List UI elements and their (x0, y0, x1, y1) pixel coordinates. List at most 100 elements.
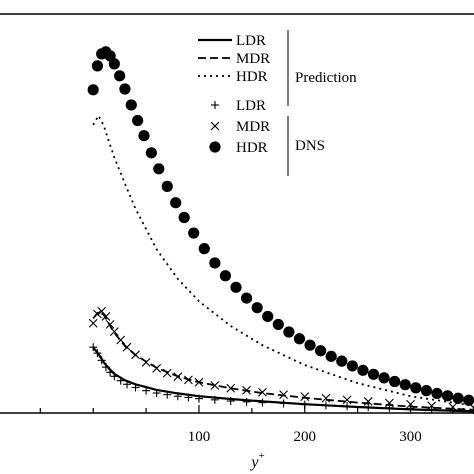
legend-item-prediction-mdr: MDR (198, 51, 270, 67)
data-point (321, 393, 331, 403)
legend: LDR MDR HDR LDR MDR HDR Prediction DNS (198, 30, 357, 176)
data-point (194, 394, 203, 403)
legend-label: LDR (236, 98, 266, 114)
data-point (283, 326, 295, 338)
data-point (304, 339, 316, 351)
data-point (463, 394, 474, 406)
legend-item-dns-mdr: MDR (210, 119, 270, 135)
data-point (399, 379, 411, 391)
data-point (194, 377, 204, 387)
data-point (162, 368, 172, 378)
data-point (315, 345, 327, 357)
x-axis-title: y+ (249, 450, 264, 471)
data-point (145, 147, 157, 159)
data-point (170, 197, 182, 209)
data-point (431, 387, 443, 400)
data-point (321, 401, 330, 410)
data-point (93, 349, 102, 358)
legend-marker (210, 121, 220, 131)
data-point (384, 398, 394, 408)
data-point (184, 375, 193, 385)
data-point (116, 335, 126, 345)
data-point (389, 375, 401, 388)
data-point (262, 310, 274, 323)
data-point (87, 84, 99, 96)
data-point (141, 357, 151, 367)
data-point (325, 350, 337, 362)
series-dns-hdr (87, 46, 474, 406)
legend-label: MDR (236, 51, 270, 67)
data-point (142, 386, 151, 395)
data-point (131, 383, 140, 392)
data-point (346, 360, 358, 372)
data-point (258, 387, 267, 397)
x-axis-tick-labels: 100 200 300 (188, 429, 422, 445)
data-point (188, 227, 200, 239)
data-point (210, 381, 220, 390)
data-point (219, 270, 232, 282)
series-prediction-mdr (92, 310, 474, 411)
data-point (198, 243, 210, 255)
legend-label: HDR (236, 69, 268, 85)
legend-item-prediction-ldr: LDR (198, 33, 266, 49)
data-point (410, 382, 422, 394)
data-point (240, 292, 253, 304)
data-point (210, 395, 219, 404)
data-point (336, 355, 348, 367)
series-dns-ldr (89, 343, 474, 415)
data-point (116, 376, 125, 385)
data-point (452, 392, 464, 404)
data-point (441, 390, 454, 402)
data-point (293, 333, 306, 345)
legend-label: MDR (236, 119, 270, 135)
data-point (300, 400, 309, 409)
data-point (108, 58, 120, 70)
legend-marker (211, 101, 219, 109)
data-point (122, 342, 132, 352)
data-point (272, 318, 284, 331)
data-point (469, 403, 474, 413)
data-point (173, 392, 182, 401)
data-point (226, 383, 236, 393)
data-point (342, 395, 352, 405)
data-point (89, 343, 98, 352)
data-point (161, 180, 173, 192)
data-point (242, 397, 251, 406)
x-axis-title-superscript: + (258, 450, 264, 462)
data-point (173, 372, 183, 382)
data-point (279, 390, 288, 400)
data-point (364, 403, 373, 412)
data-point (153, 163, 165, 175)
legend-item-dns-hdr: HDR (209, 140, 268, 156)
data-point (420, 385, 432, 397)
data-point (226, 397, 235, 406)
series-line (92, 310, 474, 411)
data-point (119, 83, 131, 95)
data-point (97, 306, 107, 316)
data-point (378, 372, 390, 384)
data-point (91, 60, 104, 72)
data-point (163, 390, 172, 399)
legend-label: LDR (236, 33, 266, 49)
data-point (125, 99, 137, 111)
legend-group-label-prediction: Prediction (295, 70, 357, 86)
data-point (385, 403, 394, 412)
data-point (406, 399, 415, 409)
data-point (152, 363, 162, 373)
legend-item-prediction-hdr: HDR (198, 69, 268, 85)
data-point (184, 393, 193, 402)
x-tick-label: 300 (399, 429, 422, 445)
x-tick-label: 200 (294, 429, 317, 445)
data-point (258, 398, 267, 407)
data-point (367, 368, 380, 380)
data-point (363, 397, 373, 406)
plot-frame (0, 13, 474, 414)
data-point (93, 309, 102, 319)
data-point (251, 302, 263, 314)
data-point (132, 114, 144, 127)
series-layer (87, 46, 474, 415)
data-point (448, 402, 458, 412)
data-point (357, 364, 369, 376)
data-point (106, 368, 115, 377)
